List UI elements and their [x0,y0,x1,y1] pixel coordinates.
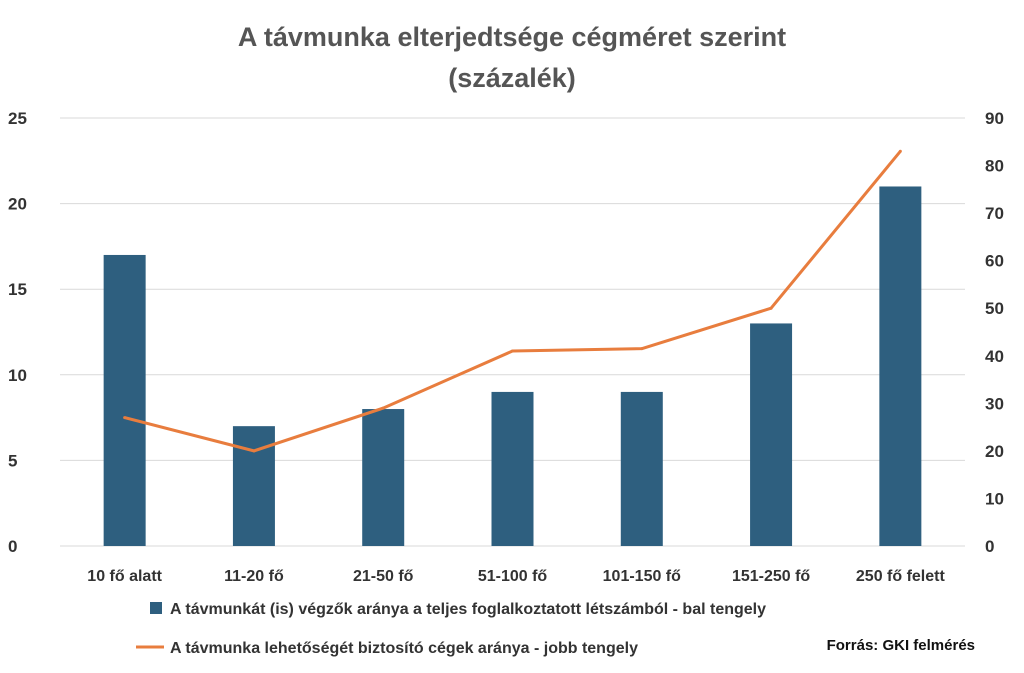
right-tick-label-4: 40 [985,347,1004,366]
bar-5 [750,323,793,546]
bar-6 [879,186,922,547]
right-axis-ticks: 0 10 20 30 40 50 60 70 80 90 [985,109,1004,556]
category-label-1: 11-20 fő [224,568,284,585]
bar-2 [362,409,405,546]
bar-series [103,186,922,547]
category-label-6: 250 fő felett [856,568,946,585]
chart-title-line-2: (százalék) [448,63,576,93]
bar-1 [232,426,275,546]
category-label-0: 10 fő alatt [87,568,162,585]
category-label-2: 21-50 fő [353,568,414,585]
line-point-3 [511,349,514,353]
category-label-5: 151-250 fő [732,568,810,585]
right-tick-label-9: 90 [985,109,1004,128]
chart-title-line-1: A távmunka elterjedtsége cégméret szerin… [238,22,786,52]
right-tick-label-3: 30 [985,394,1004,413]
right-tick-label-0: 0 [985,537,994,556]
right-tick-label-5: 50 [985,299,1004,318]
right-tick-label-6: 60 [985,252,1004,271]
category-label-4: 101-150 fő [603,568,681,585]
line-point-2 [381,406,385,410]
line-point-4 [640,347,644,351]
right-tick-label-2: 20 [985,442,1004,461]
bar-0 [103,254,146,546]
legend-bar-label: A távmunkát (is) végzők aránya a teljes … [170,601,766,618]
left-axis-ticks: 0 5 10 15 20 25 [8,109,27,556]
left-tick-label-2: 10 [8,366,27,385]
category-axis-labels: 10 fő alatt 11-20 fő 21-50 fő 51-100 fő 101-… [87,568,945,585]
left-tick-label-1: 5 [8,451,17,470]
legend-bar-swatch [150,602,162,614]
gridlines [60,117,965,547]
legend: A távmunkát (is) végzők aránya a teljes … [136,601,766,657]
source-note: Forrás: GKI felmérés [827,637,975,654]
left-tick-label-3: 15 [8,280,27,299]
line-point-0 [123,416,127,420]
right-tick-label-1: 10 [985,489,1004,508]
line-point-5 [769,306,773,310]
bar-4 [620,391,663,546]
right-tick-label-8: 80 [985,157,1004,176]
line-series [123,149,902,453]
line-point-6 [898,149,902,153]
left-tick-label-4: 20 [8,195,27,214]
left-tick-label-5: 25 [8,109,27,128]
category-label-3: 51-100 fő [478,568,548,585]
left-tick-label-0: 0 [8,537,17,556]
bar-3 [491,391,534,546]
line-point-1 [252,449,256,453]
right-tick-label-7: 70 [985,204,1004,223]
legend-line-label: A távmunka lehetőségét biztosító cégek a… [170,640,638,657]
